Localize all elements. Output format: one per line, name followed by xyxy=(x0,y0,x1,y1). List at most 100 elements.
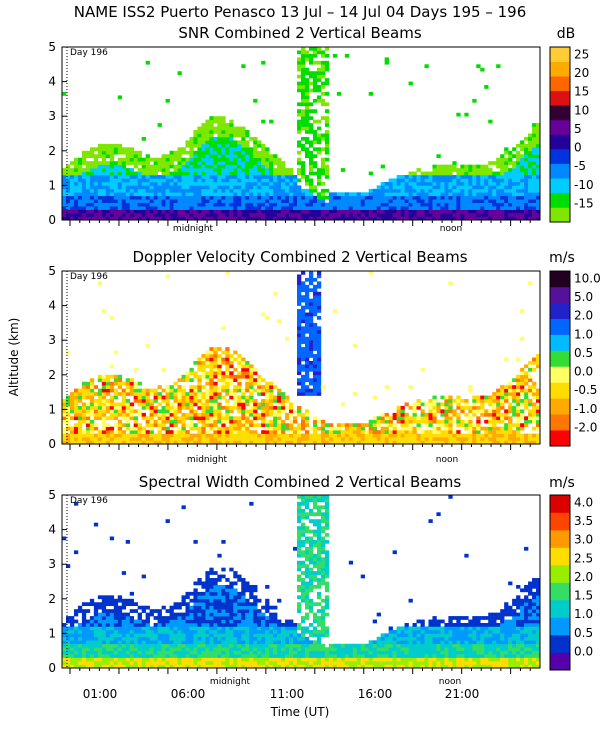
heatmap-cell xyxy=(101,374,107,379)
heatmap-cell xyxy=(420,178,425,183)
heatmap-cell xyxy=(181,419,186,424)
heatmap-cell xyxy=(488,202,493,207)
heatmap-cell xyxy=(113,213,119,217)
heatmap-cell xyxy=(420,188,425,193)
heatmap-cell xyxy=(113,650,119,655)
heatmap-cell xyxy=(516,399,521,403)
heatmap-cell xyxy=(281,199,286,203)
heatmap-cell xyxy=(261,168,266,172)
heatmap-cell xyxy=(304,188,310,193)
heatmap-cell xyxy=(209,133,214,138)
colorbar-label: 15 xyxy=(574,85,589,99)
heatmap-cell xyxy=(404,216,409,221)
heatmap-cell xyxy=(464,188,469,193)
heatmap-cell xyxy=(73,619,79,624)
heatmap-cell xyxy=(189,199,194,203)
heatmap-cell xyxy=(532,433,537,438)
heatmap-cell xyxy=(508,202,513,207)
heatmap-cell xyxy=(109,640,115,645)
heatmap-cell xyxy=(460,433,465,438)
heatmap-cell xyxy=(177,626,182,631)
heatmap-cell xyxy=(384,181,389,186)
heatmap-cell xyxy=(344,206,350,210)
heatmap-cell xyxy=(185,374,190,379)
heatmap-cell xyxy=(261,143,266,148)
heatmap-cell xyxy=(412,188,417,193)
heatmap-cell xyxy=(520,154,525,159)
heatmap-cell xyxy=(400,213,405,217)
heatmap-cell xyxy=(524,209,529,214)
heatmap-cell xyxy=(504,188,509,193)
heatmap-cell xyxy=(157,647,162,651)
heatmap-cell xyxy=(356,199,362,203)
heatmap-cell xyxy=(257,213,262,217)
heatmap-cell xyxy=(460,423,465,427)
heatmap-cell xyxy=(500,419,505,424)
heatmap-cell xyxy=(273,412,278,417)
heatmap-cell xyxy=(528,133,533,138)
plot-frame-doppler xyxy=(61,270,541,445)
heatmap-cell xyxy=(173,633,178,638)
heatmap-cell xyxy=(265,181,270,186)
heatmap-cell xyxy=(241,202,246,207)
heatmap-cell xyxy=(73,175,79,179)
heatmap-cell xyxy=(468,206,473,210)
heatmap-cell xyxy=(237,440,242,445)
heatmap-cell xyxy=(117,647,123,651)
heatmap-cell xyxy=(444,188,449,193)
heatmap-cell xyxy=(245,430,250,434)
heatmap-cell xyxy=(225,433,230,438)
heatmap-cell xyxy=(424,185,429,190)
heatmap-cell xyxy=(261,405,266,410)
heatmap-cell xyxy=(89,154,95,159)
heatmap-cell xyxy=(308,319,314,324)
heatmap-cell xyxy=(221,150,226,155)
heatmap-cell xyxy=(312,333,318,338)
heatmap-cell xyxy=(145,664,150,669)
heatmap-cell xyxy=(181,392,186,396)
heatmap-cell xyxy=(536,440,541,445)
heatmap-cell xyxy=(62,650,67,655)
heatmap-cell xyxy=(269,185,274,190)
heatmap-cell xyxy=(229,423,234,427)
heatmap-cell xyxy=(69,178,75,183)
heatmap-cell xyxy=(520,426,525,431)
heatmap-cell xyxy=(73,171,79,176)
heatmap-cell xyxy=(85,164,91,169)
heatmap-cell xyxy=(205,440,210,445)
heatmap-cell xyxy=(536,405,541,410)
heatmap-cell xyxy=(301,98,306,103)
heatmap-cell xyxy=(209,209,214,214)
heatmap-cell xyxy=(253,433,258,438)
colorbar-label: 2.0 xyxy=(574,309,593,323)
heatmap-cell xyxy=(125,209,131,214)
heatmap-cell xyxy=(145,399,150,403)
heatmap-cell xyxy=(384,419,389,424)
colorbar-swatch xyxy=(550,334,570,351)
heatmap-cell xyxy=(229,126,234,131)
heatmap-cell xyxy=(73,437,79,441)
heatmap-cell xyxy=(157,433,162,438)
heatmap-cell xyxy=(201,195,206,200)
heatmap-cell xyxy=(153,433,158,438)
heatmap-cell xyxy=(277,426,282,431)
heatmap-cell xyxy=(440,192,445,197)
heatmap-cell xyxy=(221,423,226,427)
heatmap-cell xyxy=(197,202,202,207)
heatmap-cell xyxy=(412,430,417,434)
heatmap-cell xyxy=(177,185,182,190)
heatmap-cell xyxy=(129,623,134,627)
heatmap-cell xyxy=(233,367,238,372)
heatmap-cell xyxy=(504,209,509,214)
heatmap-cell xyxy=(105,374,111,379)
heatmap-cell xyxy=(129,216,134,221)
heatmap-cell xyxy=(173,175,178,179)
heatmap-cell xyxy=(524,147,529,152)
heatmap-cell xyxy=(372,433,377,438)
heatmap-cell xyxy=(536,140,541,145)
heatmap-cell xyxy=(524,171,529,176)
heatmap-cell xyxy=(273,154,278,159)
heatmap-cell xyxy=(193,437,198,441)
heatmap-cell xyxy=(304,78,310,82)
colorbar-swatch xyxy=(550,271,570,288)
